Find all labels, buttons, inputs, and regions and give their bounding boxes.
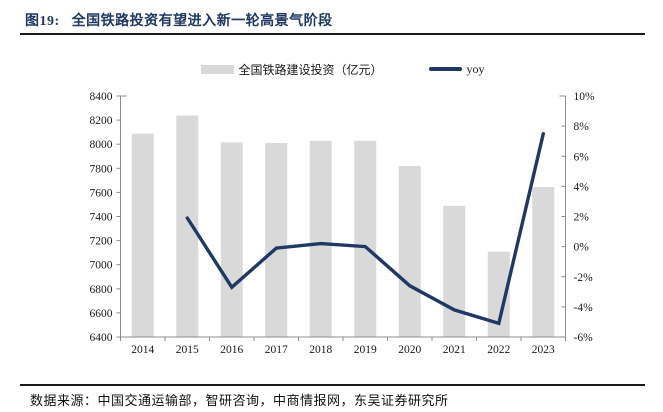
y-right-tick-label: 6% <box>574 151 590 163</box>
bar-2014 <box>131 133 154 337</box>
bottom-divider <box>20 384 645 386</box>
bar-2016 <box>220 142 243 337</box>
y-right-tick-label: -6% <box>574 332 594 344</box>
y-left-tick-label: 6400 <box>90 332 113 344</box>
x-category-label: 2014 <box>131 344 154 356</box>
x-category-label: 2022 <box>487 344 510 356</box>
y-left-tick-label: 6800 <box>90 284 113 296</box>
y-left-tick-label: 7200 <box>90 236 113 248</box>
bar-2019 <box>354 140 377 337</box>
y-right-tick-label: 4% <box>574 181 590 193</box>
x-category-label: 2023 <box>532 344 555 356</box>
yoy-line <box>185 131 545 326</box>
figure-title-row: 图19: 全国铁路投资有望进入新一轮高景气阶段 <box>25 10 333 30</box>
y-left-tick-label: 8000 <box>90 139 113 151</box>
legend-label-investment: 全国铁路建设投资（亿元） <box>238 62 383 77</box>
y-right-tick-label: 0% <box>574 242 590 254</box>
figure-label: 图19: <box>25 14 60 29</box>
bar-series-swatch-icon <box>201 64 235 74</box>
y-left-tick-label: 7400 <box>90 212 113 224</box>
y-left-tick-label: 7000 <box>90 260 113 272</box>
y-right-tick-label: 2% <box>574 212 590 224</box>
x-category-label: 2016 <box>220 344 243 356</box>
x-category-label: 2015 <box>176 344 199 356</box>
bar-2021 <box>443 205 466 337</box>
top-divider <box>20 33 645 35</box>
y-left-tick-label: 8200 <box>90 115 113 127</box>
y-left-tick-label: 6600 <box>90 308 113 320</box>
line-series-swatch-icon <box>428 67 462 71</box>
legend-label-yoy: yoy <box>466 61 485 76</box>
bar-2018 <box>309 140 332 337</box>
legend-item-yoy: yoy <box>428 61 485 77</box>
y-right-tick-label: 8% <box>574 121 590 133</box>
legend-item-investment: 全国铁路建设投资（亿元） <box>201 61 383 78</box>
y-left-tick-label: 7800 <box>90 163 113 175</box>
x-category-label: 2018 <box>309 344 332 356</box>
x-category-label: 2021 <box>443 344 466 356</box>
x-category-label: 2017 <box>265 344 288 356</box>
y-left-tick-label: 8400 <box>90 91 113 103</box>
bar-2022 <box>487 251 510 337</box>
y-left-tick-label: 7600 <box>90 187 113 199</box>
y-right-tick-label: -4% <box>574 302 594 314</box>
x-category-label: 2019 <box>354 344 377 356</box>
bar-2015 <box>176 115 199 337</box>
chart-legend: 全国铁路建设投资（亿元） yoy <box>120 59 566 79</box>
bar-2017 <box>265 143 288 337</box>
bar-2023 <box>532 187 555 337</box>
data-source: 数据来源：中国交通运输部，智研咨询，中商情报网，东吴证券研究所 <box>30 393 449 408</box>
bar-2020 <box>398 166 421 337</box>
figure-title: 全国铁路投资有望进入新一轮高景气阶段 <box>71 14 333 29</box>
x-category-label: 2020 <box>398 344 421 356</box>
y-right-tick-label: -2% <box>574 272 594 284</box>
y-right-tick-label: 10% <box>574 91 596 103</box>
